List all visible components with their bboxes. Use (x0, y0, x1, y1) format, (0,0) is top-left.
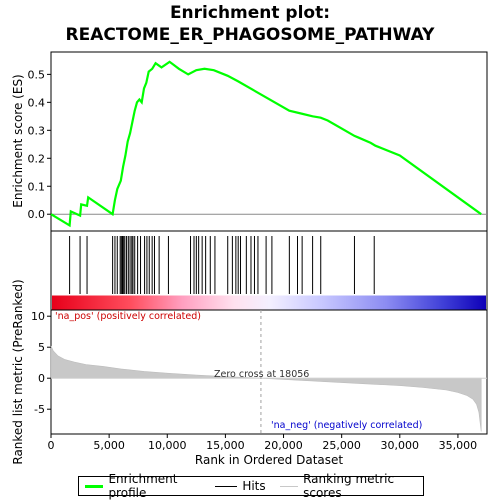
xtick-label: 30,000 (381, 439, 420, 452)
legend: Enrichment profile Hits Ranking metric s… (78, 472, 424, 500)
es-ytick-label: 0.0 (28, 208, 46, 221)
xtick-label: 15,000 (206, 439, 245, 452)
es-ytick-label: 0.5 (28, 68, 46, 81)
title-line-2: REACTOME_ER_PHAGOSOME_PATHWAY (65, 25, 435, 45)
x-ticks: 0 5,000 10,000 15,000 20,000 25,000 30,000 35,0… (48, 434, 478, 452)
zero-cross-label: Zero cross at 18056 (214, 369, 309, 380)
legend-item-enrichment: Enrichment profile (85, 472, 201, 500)
legend-label-enrichment: Enrichment profile (108, 472, 178, 500)
legend-label-ranking: Ranking metric scores (303, 472, 395, 500)
ranking-metric-area (50, 345, 482, 432)
pos-label: 'na_pos' (positively correlated) (55, 311, 201, 322)
es-ytick-label: 0.4 (28, 96, 46, 109)
xtick-label: 25,000 (322, 439, 361, 452)
xtick-label: 5,000 (93, 439, 125, 452)
metric-y-axis-label: Ranked list metric (PreRanked) (11, 279, 25, 464)
legend-label-hits: Hits (242, 479, 266, 493)
ranked-heatmap-bar (52, 295, 486, 310)
es-y-ticks: 0.0 0.1 0.2 0.3 0.4 0.5 (28, 68, 51, 221)
legend-item-ranking: Ranking metric scores (279, 472, 415, 500)
metric-ytick-label: -5 (34, 403, 45, 416)
metric-y-ticks: 10 5 0 -5 (31, 310, 51, 416)
es-y-axis-label: Enrichment score (ES) (11, 74, 25, 207)
title-line-1: Enrichment plot: (169, 3, 331, 23)
metric-ytick-label: 0 (38, 372, 45, 385)
legend-item-hits: Hits (215, 479, 266, 493)
chart-title: Enrichment plot: REACTOME_ER_PHAGOSOME_P… (0, 2, 500, 46)
enrichment-profile-line (50, 60, 482, 228)
x-axis-label: Rank in Ordered Dataset (195, 453, 343, 467)
xtick-label: 10,000 (148, 439, 187, 452)
xtick-label: 35,000 (439, 439, 478, 452)
es-ytick-label: 0.2 (28, 152, 46, 165)
neg-label: 'na_neg' (negatively correlated) (271, 420, 422, 431)
es-panel (50, 51, 488, 232)
hit-marks (69, 236, 375, 294)
hits-swatch-icon (215, 485, 238, 487)
es-ytick-label: 0.1 (28, 180, 46, 193)
xtick-label: 20,000 (264, 439, 303, 452)
es-ytick-label: 0.3 (28, 124, 46, 137)
metric-ytick-label: 5 (38, 341, 45, 354)
enrichment-swatch-icon (85, 484, 104, 488)
ranking-swatch-icon (279, 485, 299, 487)
metric-ytick-label: 10 (31, 310, 45, 323)
xtick-label: 0 (48, 439, 55, 452)
